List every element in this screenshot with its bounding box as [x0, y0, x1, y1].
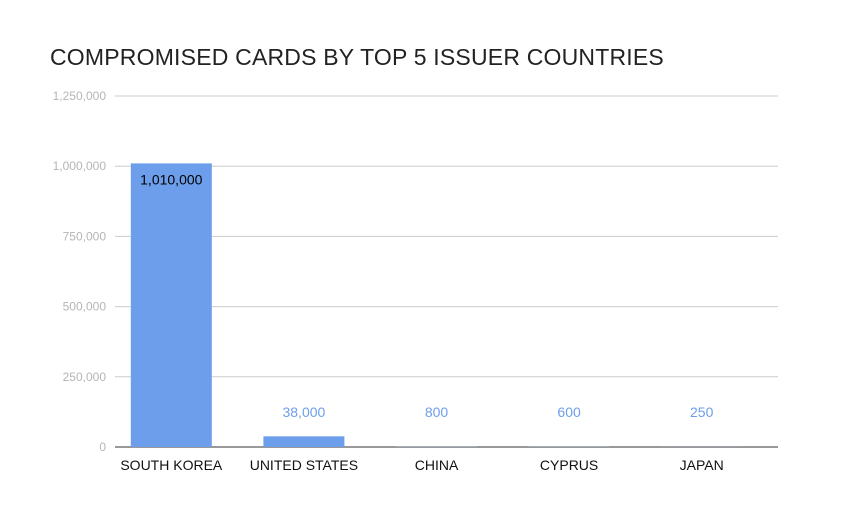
data-label: 38,000	[282, 404, 325, 420]
y-tick-label: 750,000	[63, 229, 107, 243]
bar	[130, 163, 212, 447]
chart-title: COMPROMISED CARDS BY TOP 5 ISSUER COUNTR…	[50, 44, 664, 70]
bar	[263, 436, 345, 447]
x-tick-label: CYPRUS	[540, 457, 598, 473]
data-label: 800	[425, 404, 449, 420]
y-tick-label: 1,000,000	[53, 159, 107, 173]
y-tick-label: 250,000	[63, 370, 107, 384]
x-tick-label: SOUTH KOREA	[120, 457, 223, 473]
data-label: 250	[690, 404, 714, 420]
data-label: 600	[557, 404, 581, 420]
x-tick-label: UNITED STATES	[250, 457, 358, 473]
y-tick-label: 500,000	[63, 300, 107, 314]
y-tick-label: 0	[99, 440, 106, 454]
data-label: 1,010,000	[140, 171, 202, 187]
x-tick-label: CHINA	[415, 457, 459, 473]
y-tick-label: 1,250,000	[53, 89, 107, 103]
x-tick-label: JAPAN	[680, 457, 724, 473]
